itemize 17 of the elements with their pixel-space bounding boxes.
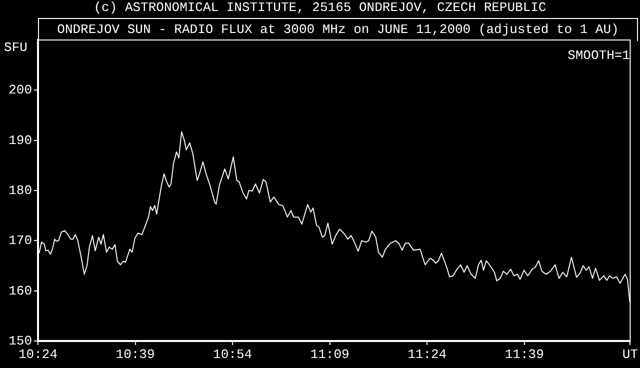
y-tick-label: 200 <box>8 82 32 98</box>
y-tick-label: 160 <box>8 283 32 298</box>
y-tick-label: 150 <box>8 333 32 348</box>
x-tick-label: UT <box>622 347 638 362</box>
x-tick-label: 10:54 <box>213 347 252 362</box>
chart-subtitle: ONDREJOV SUN - RADIO FLUX at 3000 MHz on JUNE 11,2000 (adjusted to 1 AU) <box>38 18 638 41</box>
annotation: SMOOTH=1 <box>568 48 630 64</box>
x-tick-label: 11:39 <box>504 347 544 362</box>
x-tick-label: 10:39 <box>116 347 155 362</box>
x-tick-label: 11:24 <box>408 347 447 362</box>
y-axis-title: SFU <box>4 40 28 56</box>
x-tick-label: 10:24 <box>18 347 58 362</box>
chart-title: (c) ASTRONOMICAL INSTITUTE, 25165 ONDREJOV, CZECH REPUBLIC <box>92 0 548 16</box>
y-tick-label: 170 <box>8 233 32 248</box>
y-tick-label: 190 <box>8 132 32 148</box>
y-tick-label: 180 <box>8 182 32 198</box>
x-tick-label: 11:09 <box>310 347 350 362</box>
